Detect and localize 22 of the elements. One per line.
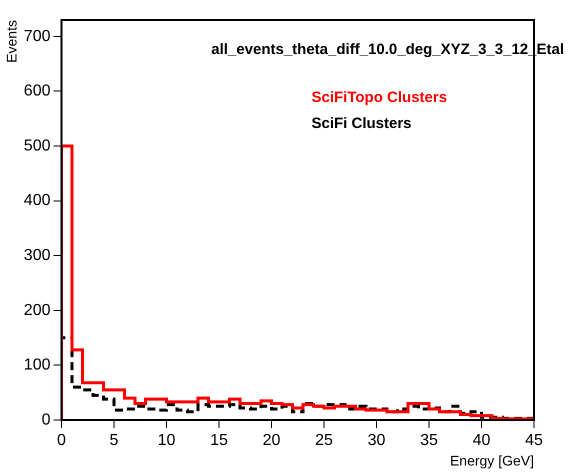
x-tick-label: 30 [368,432,386,450]
y-tick-label: 300 [24,247,51,264]
text: SciFiTopo Clusters [311,89,448,106]
x-axis-title: Energy [GeV] [450,452,534,468]
x-tick-label: 25 [315,432,333,450]
y-tick-label: 100 [24,356,51,374]
y-tick-label: 700 [24,28,51,45]
y-tick-label: 200 [24,302,51,319]
text: SciFi Clusters [311,115,412,132]
x-tick-label: 15 [210,432,228,450]
x-tick-label: 5 [110,432,119,450]
x-tick-label: 40 [472,432,490,450]
y-tick-label: 500 [24,137,51,154]
y-tick-label: 0 [42,411,51,428]
y-axis-title: Events [3,20,20,63]
y-tick-label: 600 [24,82,51,100]
x-tick-label: 10 [158,432,176,450]
x-tick-label: 0 [57,432,66,450]
x-tick-label: 45 [525,432,543,450]
y-tick-label: 400 [24,192,51,210]
x-tick-label: 20 [262,432,280,450]
x-tick-label: 35 [420,432,438,450]
